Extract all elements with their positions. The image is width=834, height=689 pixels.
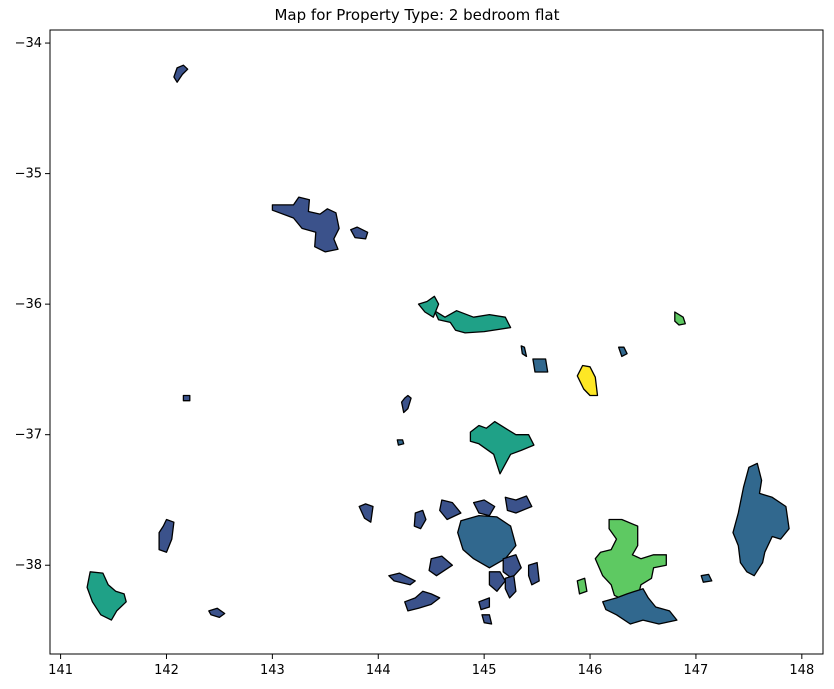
y-tick-label: −34 (15, 36, 42, 51)
region-traralgon (576, 577, 588, 595)
region-dandenong (502, 554, 522, 579)
region-swan-hill-east (350, 226, 369, 240)
x-tick-label: 145 (472, 663, 497, 678)
region-sunbury (439, 499, 462, 521)
x-tick-label: 141 (48, 663, 73, 678)
plot-frame (49, 29, 824, 655)
region-seymour (469, 420, 535, 475)
region-shepparton (532, 358, 549, 373)
region-bacchus-marsh (413, 509, 427, 530)
region-pakenham (504, 575, 517, 599)
region-ballarat-north (358, 503, 374, 523)
region-wangaratta (617, 346, 628, 358)
x-tick-label: 146 (578, 663, 603, 678)
region-albury-wodonga (674, 311, 686, 326)
region-horsham (182, 394, 191, 402)
region-geelong (404, 590, 441, 612)
x-axis: 141 142 143 144 145 146 147 148 (48, 654, 814, 678)
region-geelong-north (388, 572, 416, 586)
region-ballarat (158, 518, 175, 553)
y-axis: −34 −35 −36 −37 −38 (15, 36, 50, 573)
region-whittlesea (472, 499, 496, 517)
x-tick-label: 142 (154, 663, 179, 678)
region-warragul (527, 561, 540, 586)
region-yarra-glen (504, 495, 533, 514)
region-maryborough (400, 394, 412, 414)
regions-layer (86, 64, 790, 625)
region-echuca-west (417, 295, 440, 318)
region-mildura (173, 64, 189, 83)
region-shepparton-north (520, 345, 528, 358)
y-tick-label: −37 (15, 428, 42, 443)
y-tick-label: −36 (15, 297, 42, 312)
region-swan-hill-north (271, 196, 340, 253)
x-tick-label: 148 (789, 663, 814, 678)
y-tick-label: −38 (15, 558, 42, 573)
y-tick-label: −35 (15, 167, 42, 182)
region-werribee (428, 555, 454, 577)
region-mornington (478, 597, 491, 611)
region-frankston (488, 571, 506, 592)
map-title: Map for Property Type: 2 bedroom flat (274, 6, 560, 24)
region-rosebud (481, 614, 493, 625)
region-baw-baw (594, 518, 667, 603)
region-bairnsdale (700, 573, 713, 583)
region-portland (86, 571, 127, 621)
region-castlemaine (396, 439, 405, 446)
x-tick-label: 144 (366, 663, 391, 678)
region-benalla (576, 364, 599, 397)
x-tick-label: 147 (684, 663, 709, 678)
x-tick-label: 143 (260, 663, 285, 678)
region-east-gippsland (732, 462, 790, 577)
region-latrobe (602, 588, 678, 625)
region-echuca (433, 310, 512, 334)
region-warrnambool (208, 607, 226, 619)
